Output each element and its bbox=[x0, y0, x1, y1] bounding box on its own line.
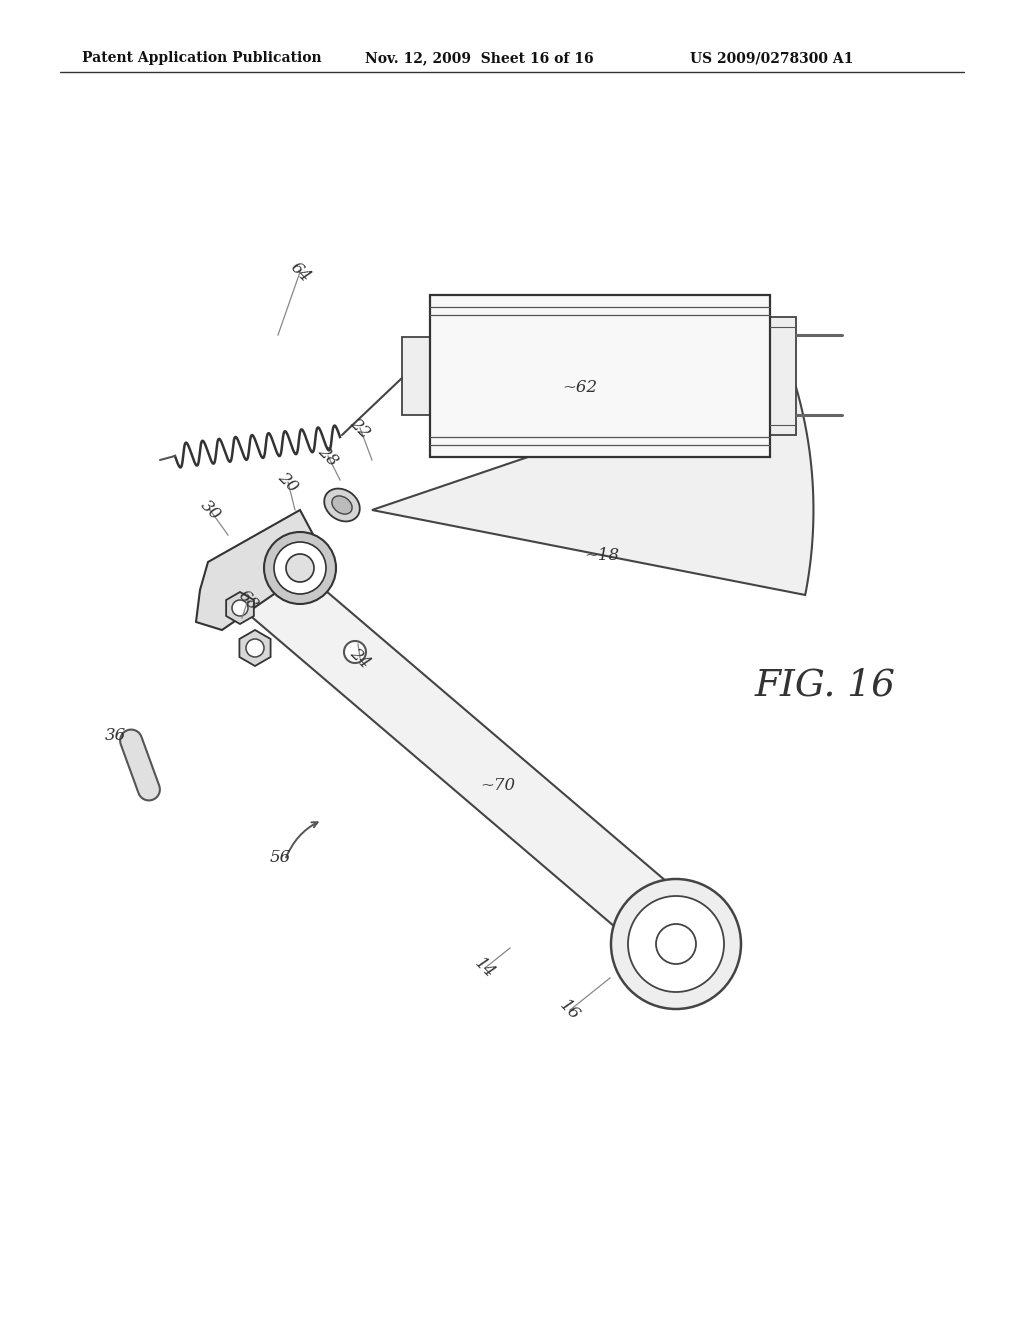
Text: US 2009/0278300 A1: US 2009/0278300 A1 bbox=[690, 51, 853, 65]
Circle shape bbox=[286, 554, 314, 582]
Circle shape bbox=[656, 924, 696, 964]
Ellipse shape bbox=[325, 488, 359, 521]
Text: 56: 56 bbox=[269, 850, 291, 866]
Polygon shape bbox=[196, 510, 316, 630]
Circle shape bbox=[264, 532, 336, 605]
Text: 24: 24 bbox=[346, 644, 374, 672]
Text: 36: 36 bbox=[104, 727, 126, 744]
Text: 14: 14 bbox=[471, 954, 499, 982]
Polygon shape bbox=[231, 552, 711, 975]
Text: 20: 20 bbox=[274, 469, 301, 495]
Circle shape bbox=[344, 642, 366, 663]
Text: 28: 28 bbox=[314, 442, 342, 470]
Text: 68: 68 bbox=[234, 586, 261, 614]
Circle shape bbox=[611, 879, 741, 1008]
Text: 22: 22 bbox=[346, 414, 374, 441]
Polygon shape bbox=[240, 630, 270, 667]
Text: ~70: ~70 bbox=[480, 777, 515, 795]
Bar bbox=[770, 317, 796, 436]
Text: ~62: ~62 bbox=[562, 380, 598, 396]
Text: 30: 30 bbox=[197, 496, 223, 524]
Text: 16: 16 bbox=[556, 997, 584, 1023]
Bar bbox=[430, 294, 770, 457]
Ellipse shape bbox=[332, 496, 352, 513]
Polygon shape bbox=[372, 368, 813, 595]
Circle shape bbox=[232, 601, 248, 616]
Circle shape bbox=[246, 639, 264, 657]
Circle shape bbox=[628, 896, 724, 993]
Text: FIG. 16: FIG. 16 bbox=[755, 667, 896, 704]
Polygon shape bbox=[120, 730, 160, 800]
Text: Patent Application Publication: Patent Application Publication bbox=[82, 51, 322, 65]
Text: ~18: ~18 bbox=[585, 548, 620, 565]
Text: Nov. 12, 2009  Sheet 16 of 16: Nov. 12, 2009 Sheet 16 of 16 bbox=[365, 51, 594, 65]
Text: 64: 64 bbox=[287, 259, 313, 285]
Circle shape bbox=[274, 543, 326, 594]
Bar bbox=[402, 337, 432, 414]
Polygon shape bbox=[226, 591, 254, 624]
